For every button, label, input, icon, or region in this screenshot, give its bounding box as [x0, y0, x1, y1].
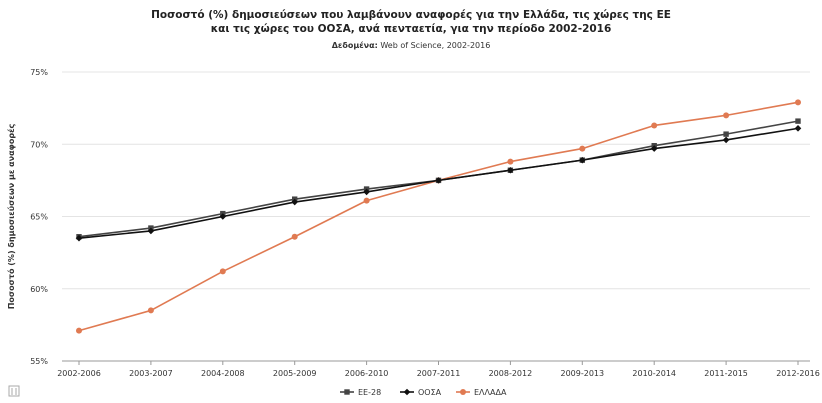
x-tick-label: 2006-2010 — [345, 369, 389, 378]
x-tick-label: 2011-2015 — [704, 369, 748, 378]
data-point — [507, 158, 514, 165]
data-point — [147, 227, 155, 235]
data-point — [794, 125, 802, 132]
legend-marker — [460, 389, 466, 395]
chart-subtitle: Δεδομένα: Web of Science, 2002-2016 — [0, 41, 822, 50]
data-point — [219, 268, 226, 275]
data-point — [579, 156, 586, 164]
data-point — [795, 118, 801, 124]
data-point — [507, 166, 514, 174]
data-point — [147, 307, 154, 314]
data-point — [435, 177, 442, 184]
data-point — [291, 233, 298, 240]
data-point — [723, 131, 729, 137]
data-point — [363, 197, 370, 204]
subtitle-value: Web of Science, 2002-2016 — [377, 41, 491, 50]
x-tick-label: 2010-2014 — [632, 369, 676, 378]
y-tick-label: 70% — [30, 140, 48, 149]
data-point — [579, 145, 586, 152]
data-point — [75, 234, 83, 242]
x-tick-label: 2012-2016 — [776, 369, 820, 378]
x-tick-label: 2009-2013 — [560, 369, 604, 378]
x-tick-label: 2008-2012 — [489, 369, 533, 378]
data-point — [363, 188, 370, 196]
data-point — [650, 145, 658, 152]
x-tick-label: 2005-2009 — [273, 369, 317, 378]
y-tick-label: 60% — [30, 285, 48, 294]
data-point — [651, 122, 658, 129]
legend-label: ΕΛΛΑΔΑ — [474, 388, 507, 397]
x-tick-label: 2007-2011 — [417, 369, 461, 378]
data-point — [291, 198, 298, 206]
legend-label: ΕΕ-28 — [358, 388, 381, 397]
data-point — [795, 99, 801, 106]
menu-icon[interactable] — [8, 385, 20, 397]
y-tick-label: 75% — [30, 68, 48, 77]
data-point — [722, 136, 730, 144]
data-point — [76, 327, 82, 334]
data-point — [219, 213, 227, 220]
chart-title: Ποσοστό (%) δημοσιεύσεων που λαμβάνουν α… — [0, 8, 822, 36]
x-tick-label: 2003-2007 — [129, 369, 173, 378]
data-point — [723, 112, 730, 119]
legend-label: ΟΟΣΑ — [418, 388, 442, 397]
chart-title-line-2: και τις χώρες του ΟΟΣΑ, ανά πενταετία, γ… — [210, 23, 612, 35]
y-tick-label: 55% — [30, 357, 48, 366]
subtitle-label: Δεδομένα: — [331, 41, 378, 50]
chart-title-line-1: Ποσοστό (%) δημοσιεύσεων που λαμβάνουν α… — [151, 9, 671, 21]
x-tick-label: 2004-2008 — [201, 369, 245, 378]
y-tick-label: 65% — [30, 213, 48, 222]
legend-marker — [403, 388, 411, 396]
x-tick-label: 2002-2006 — [57, 369, 101, 378]
y-axis-label: Ποσοστό (%) δημοσιεύσεων με αναφορές — [6, 123, 16, 309]
legend-marker — [344, 389, 350, 395]
